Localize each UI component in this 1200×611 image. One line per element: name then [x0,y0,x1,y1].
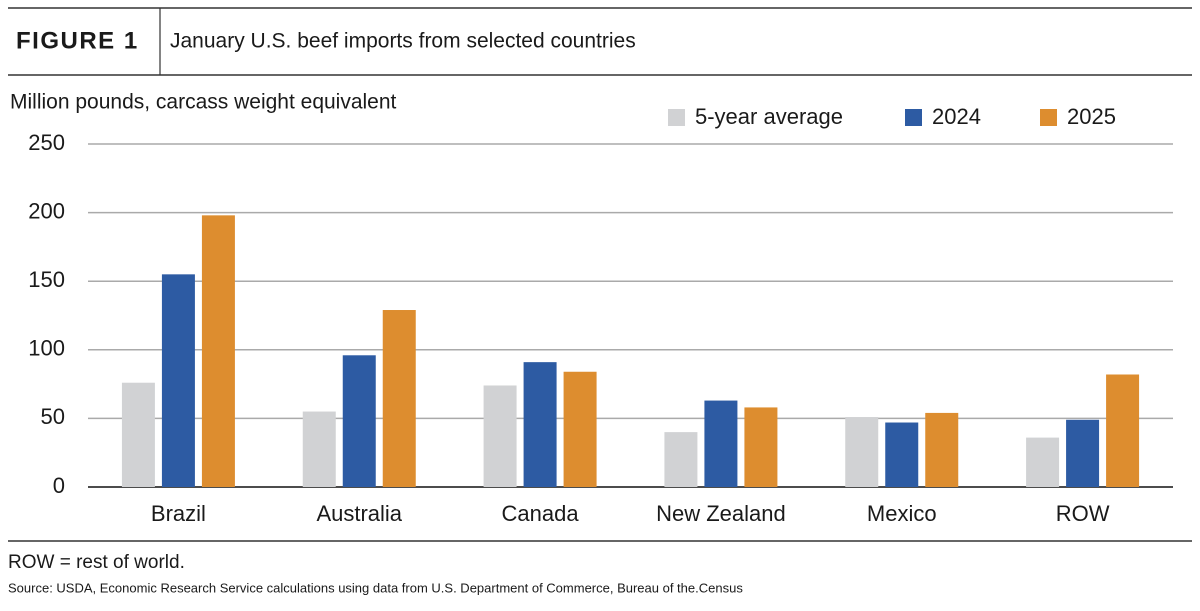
bar [885,422,919,487]
y-tick-label: 250 [28,130,65,155]
bar [121,382,155,487]
bar [201,215,235,487]
legend-label: 2024 [932,104,981,129]
bar [664,432,698,487]
bar [563,371,597,487]
bar [925,412,959,487]
bar [744,407,778,487]
y-tick-label: 150 [28,267,65,292]
x-tick-label: Australia [316,501,402,526]
note: ROW = rest of world. [8,552,185,573]
y-tick-label: 200 [28,198,65,223]
bar [382,310,416,487]
legend-swatch [668,109,685,126]
bar [845,417,879,487]
y-tick-label: 100 [28,336,65,361]
bar [161,274,195,487]
x-tick-label: ROW [1056,501,1110,526]
bar [1066,419,1100,487]
bar [523,362,557,487]
legend-swatch [1040,109,1057,126]
y-tick-label: 0 [53,473,65,498]
figure-label: FIGURE 1 [16,27,139,54]
bar [1026,437,1060,487]
x-tick-label: Brazil [151,501,206,526]
x-tick-label: Canada [502,501,580,526]
bar [483,385,517,487]
legend-label: 2025 [1067,104,1116,129]
bar [302,411,336,487]
legend-swatch [905,109,922,126]
x-tick-label: Mexico [867,501,937,526]
source: Source: USDA, Economic Research Service … [8,580,743,595]
y-tick-label: 50 [41,404,65,429]
legend-label: 5-year average [695,104,843,129]
y-axis-label: Million pounds, carcass weight equivalen… [10,91,397,114]
bar [1106,374,1140,487]
x-tick-label: New Zealand [656,501,786,526]
chart-title: January U.S. beef imports from selected … [170,30,636,53]
bar [704,400,738,487]
bar [342,355,376,487]
